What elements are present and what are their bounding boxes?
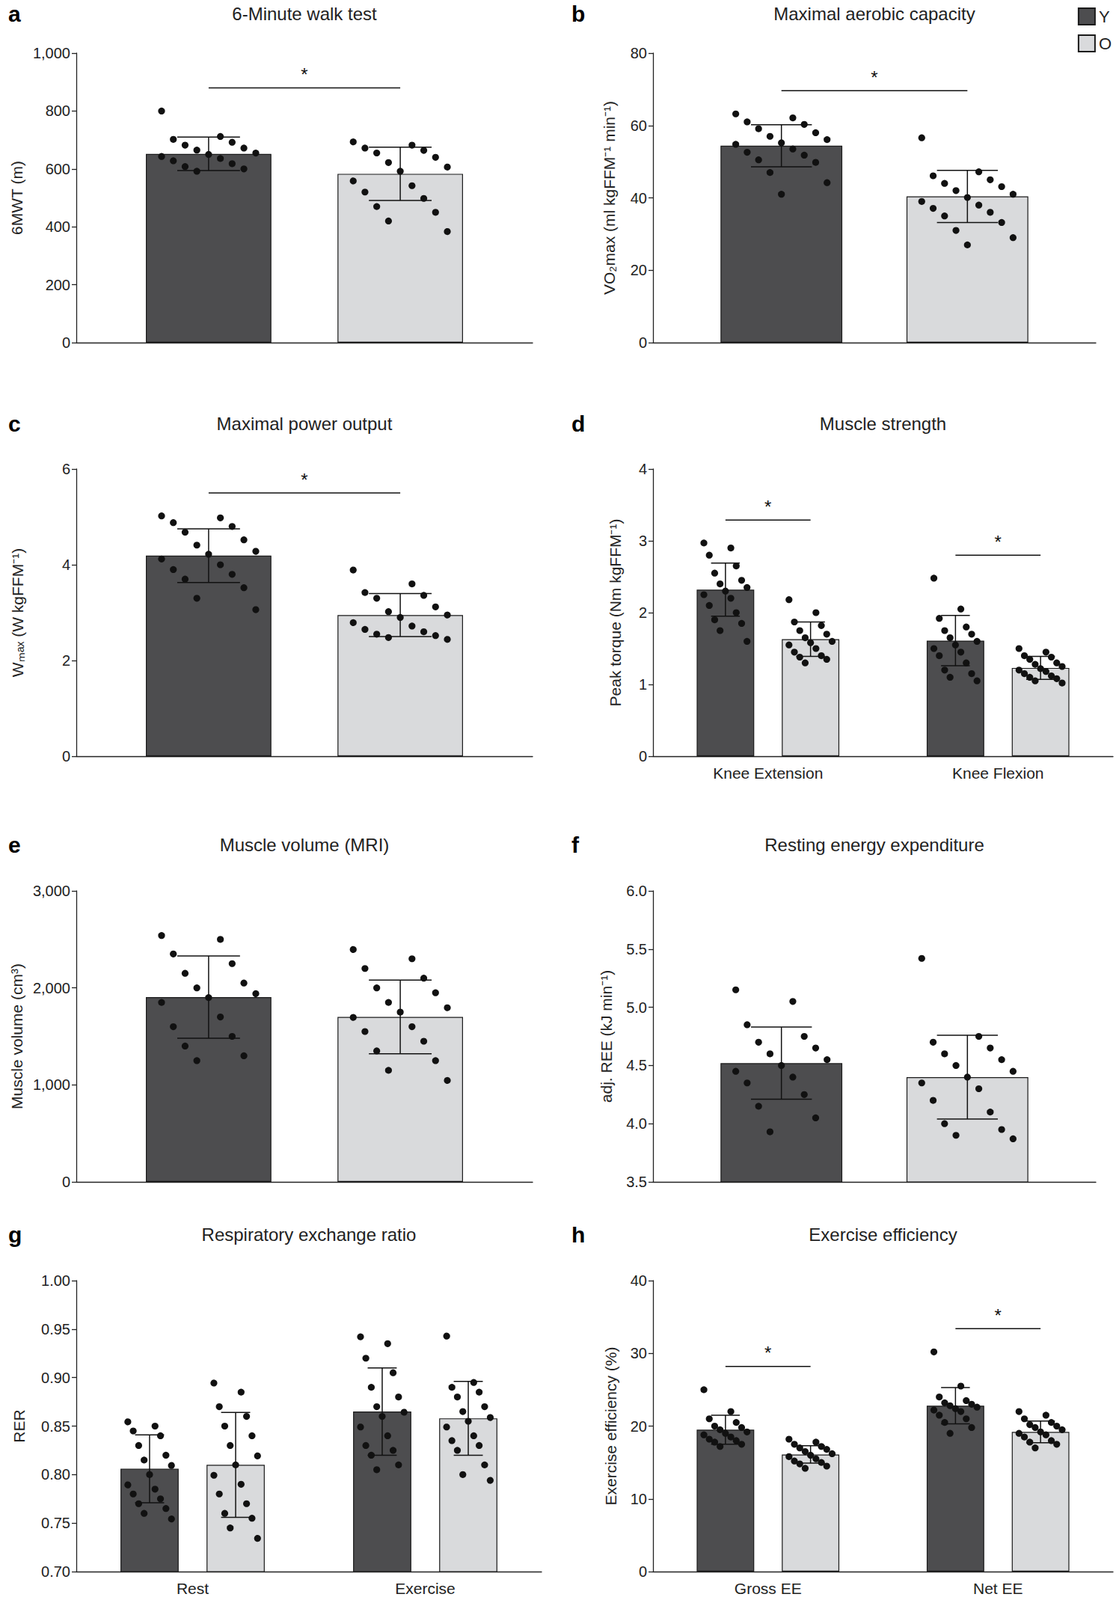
svg-text:0.70: 0.70 bbox=[41, 1563, 71, 1580]
svg-text:5.5: 5.5 bbox=[626, 940, 648, 958]
svg-text:*: * bbox=[300, 64, 308, 85]
svg-text:VO₂max (ml kgFFM⁻¹ min⁻¹): VO₂max (ml kgFFM⁻¹ min⁻¹) bbox=[600, 100, 618, 295]
svg-text:O: O bbox=[1098, 34, 1112, 54]
svg-text:2: 2 bbox=[62, 652, 71, 669]
svg-text:20: 20 bbox=[630, 261, 648, 279]
svg-text:Exercise: Exercise bbox=[394, 1579, 456, 1597]
svg-text:0.95: 0.95 bbox=[41, 1320, 71, 1338]
svg-text:800: 800 bbox=[45, 102, 71, 119]
svg-text:4.0: 4.0 bbox=[626, 1115, 648, 1132]
svg-text:10: 10 bbox=[630, 1490, 648, 1508]
svg-text:e: e bbox=[8, 832, 21, 858]
svg-text:f: f bbox=[571, 832, 580, 858]
svg-text:Peak torque (Nm kgFFM⁻¹): Peak torque (Nm kgFFM⁻¹) bbox=[606, 519, 624, 707]
svg-text:6: 6 bbox=[62, 460, 71, 478]
svg-text:Maximal power output: Maximal power output bbox=[216, 413, 393, 434]
svg-text:1,000: 1,000 bbox=[32, 1076, 71, 1093]
svg-text:0.80: 0.80 bbox=[41, 1466, 71, 1483]
svg-text:2: 2 bbox=[638, 604, 648, 621]
svg-text:Wₘₐₓ (W kgFFM⁻¹): Wₘₐₓ (W kgFFM⁻¹) bbox=[8, 548, 27, 677]
svg-text:b: b bbox=[571, 1, 585, 27]
svg-text:*: * bbox=[764, 1342, 772, 1363]
svg-text:Respiratory exchange ratio: Respiratory exchange ratio bbox=[201, 1226, 417, 1245]
svg-text:g: g bbox=[8, 1226, 22, 1247]
svg-text:40: 40 bbox=[630, 1272, 648, 1289]
svg-text:0: 0 bbox=[62, 334, 71, 351]
svg-text:60: 60 bbox=[630, 117, 648, 134]
svg-text:RER: RER bbox=[10, 1409, 28, 1443]
svg-text:adj. REE (kJ min⁻¹): adj. REE (kJ min⁻¹) bbox=[597, 970, 615, 1103]
svg-text:h: h bbox=[571, 1226, 585, 1247]
svg-text:0: 0 bbox=[62, 1173, 71, 1191]
svg-text:0: 0 bbox=[638, 747, 648, 765]
svg-text:2,000: 2,000 bbox=[32, 979, 71, 997]
svg-text:1.00: 1.00 bbox=[41, 1272, 71, 1289]
svg-text:400: 400 bbox=[45, 218, 71, 235]
svg-text:40: 40 bbox=[630, 189, 648, 207]
svg-text:0.90: 0.90 bbox=[41, 1369, 71, 1387]
svg-text:600: 600 bbox=[45, 160, 71, 178]
svg-text:Resting energy expenditure: Resting energy expenditure bbox=[764, 834, 985, 855]
svg-text:200: 200 bbox=[45, 276, 71, 294]
svg-text:20: 20 bbox=[630, 1418, 648, 1435]
svg-text:0: 0 bbox=[62, 747, 71, 765]
svg-text:6.0: 6.0 bbox=[626, 882, 648, 900]
svg-text:Muscle volume (MRI): Muscle volume (MRI) bbox=[219, 834, 390, 855]
svg-text:Gross EE: Gross EE bbox=[734, 1579, 802, 1597]
svg-text:Exercise efficiency (%): Exercise efficiency (%) bbox=[602, 1346, 620, 1505]
svg-text:Exercise efficiency: Exercise efficiency bbox=[808, 1226, 957, 1245]
svg-text:1: 1 bbox=[638, 676, 648, 693]
svg-text:*: * bbox=[300, 469, 308, 490]
svg-text:5.0: 5.0 bbox=[626, 999, 648, 1016]
svg-text:6-Minute walk test: 6-Minute walk test bbox=[231, 3, 377, 24]
svg-text:Knee Flexion: Knee Flexion bbox=[952, 764, 1045, 782]
svg-text:6MWT (m): 6MWT (m) bbox=[8, 160, 26, 235]
svg-text:3.5: 3.5 bbox=[626, 1173, 648, 1191]
svg-text:Maximal aerobic capacity: Maximal aerobic capacity bbox=[773, 3, 975, 24]
svg-text:Rest: Rest bbox=[176, 1579, 209, 1597]
svg-text:Y: Y bbox=[1098, 7, 1111, 27]
svg-text:d: d bbox=[571, 411, 585, 437]
svg-text:0: 0 bbox=[638, 334, 648, 351]
svg-text:80: 80 bbox=[630, 44, 648, 62]
svg-text:Knee Extension: Knee Extension bbox=[712, 764, 823, 782]
svg-text:1,000: 1,000 bbox=[32, 44, 71, 62]
svg-text:3,000: 3,000 bbox=[32, 882, 71, 900]
svg-text:*: * bbox=[764, 496, 772, 517]
svg-text:0.85: 0.85 bbox=[41, 1418, 71, 1435]
svg-text:4: 4 bbox=[638, 460, 648, 478]
svg-text:30: 30 bbox=[630, 1344, 648, 1362]
svg-text:0.75: 0.75 bbox=[41, 1514, 71, 1532]
svg-text:4: 4 bbox=[62, 556, 71, 573]
svg-text:Muscle volume (cm³): Muscle volume (cm³) bbox=[8, 963, 26, 1110]
svg-text:*: * bbox=[994, 531, 1002, 553]
svg-text:3: 3 bbox=[638, 532, 648, 550]
svg-text:*: * bbox=[994, 1305, 1002, 1326]
svg-text:4.5: 4.5 bbox=[626, 1056, 648, 1074]
svg-text:c: c bbox=[8, 411, 21, 437]
svg-text:Net EE: Net EE bbox=[973, 1579, 1024, 1597]
svg-text:Muscle strength: Muscle strength bbox=[819, 413, 947, 434]
svg-text:0: 0 bbox=[638, 1563, 648, 1580]
svg-text:a: a bbox=[8, 1, 21, 27]
svg-text:*: * bbox=[870, 67, 878, 88]
